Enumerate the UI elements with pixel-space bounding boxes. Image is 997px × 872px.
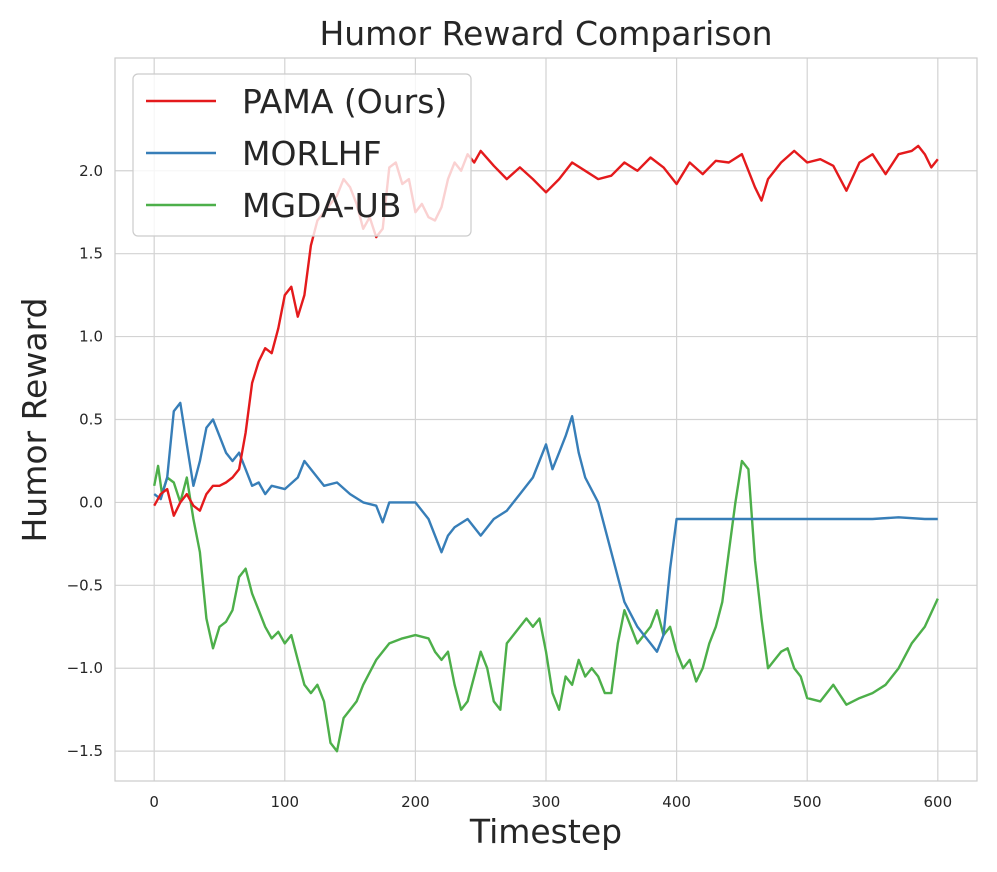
y-tick-label: 1.0 — [79, 328, 103, 346]
y-tick-label: −0.5 — [67, 576, 103, 594]
y-tick-label: −1.0 — [67, 659, 103, 677]
series-line-mgda-ub — [153, 459, 939, 753]
legend-label: PAMA (Ours) — [242, 82, 447, 121]
x-tick-label: 100 — [270, 793, 299, 811]
grid-layer — [115, 58, 977, 781]
y-tick-label: −1.5 — [67, 742, 103, 760]
legend-label: MORLHF — [242, 134, 382, 173]
x-tick-label: 200 — [401, 793, 430, 811]
legend: PAMA (Ours) MORLHF MGDA-UB — [132, 73, 472, 237]
y-tick-label: 2.0 — [79, 162, 103, 180]
y-tick-label: 1.5 — [79, 245, 103, 263]
x-tick-label: 400 — [662, 793, 691, 811]
x-tick-label: 600 — [923, 793, 952, 811]
y-tick-label: 0.5 — [79, 411, 103, 429]
x-tick-label: 300 — [532, 793, 561, 811]
x-axis-label: Timestep — [469, 812, 622, 851]
chart-title: Humor Reward Comparison — [319, 14, 772, 53]
x-tick-label: 500 — [793, 793, 822, 811]
y-axis-label: Humor Reward — [15, 297, 54, 542]
legend-box — [132, 73, 472, 237]
x-tick-label: 0 — [149, 793, 159, 811]
y-tick-label: 0.0 — [79, 493, 103, 511]
tick-layer: 0 100 200 300 400 500 600 −1.5 −1.0 −0.5 0.0 0.5 1.0… — [67, 162, 953, 811]
series-line-morlhf — [153, 401, 938, 653]
legend-label: MGDA-UB — [242, 186, 401, 225]
plot-frame — [114, 57, 978, 782]
